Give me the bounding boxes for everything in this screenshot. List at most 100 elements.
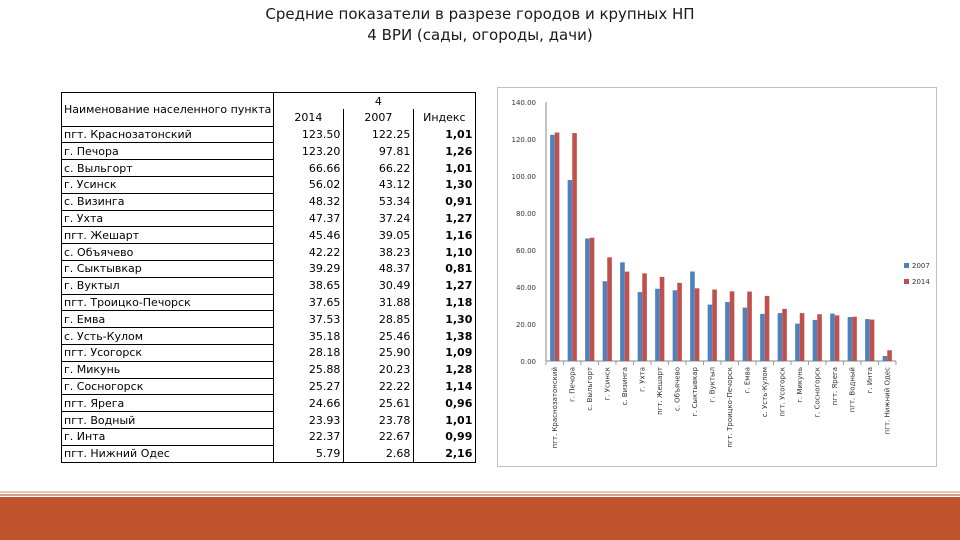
x-tick-label: г. Усинск [603,367,611,400]
bar-2014 [554,132,560,361]
bar-2007 [847,317,853,361]
table-row: г. Сосногорск 25.27 22.22 1,14 [60,377,477,396]
x-tick-label: с. Выльгорт [586,367,594,411]
x-tick-label: г. Вуктыл [708,367,716,402]
cell-index: 1,09 [413,344,477,362]
cell-2007: 28.85 [343,310,415,328]
bar-2014 [747,291,752,361]
legend-swatch-2014 [904,279,909,284]
cell-index: 1,26 [413,142,477,160]
cell-index: 0,91 [413,193,477,211]
cell-2014: 24.66 [273,394,345,412]
cell-name: пгт. Нижний Одес [60,444,275,463]
x-tick-label: с. Объячево [673,367,681,411]
bar-2014 [589,237,595,361]
cell-2007: 2.68 [343,445,415,463]
cell-2007: 20.23 [343,361,415,379]
cell-index: 1,16 [413,226,477,244]
bar-2014 [764,295,770,361]
legend-label-2014: 2014 [912,278,930,286]
cell-index: 0,99 [413,428,477,446]
table-row: пгт. Усогорск 28.18 25.90 1,09 [60,343,477,362]
bar-2007 [637,292,643,361]
cell-2007: 22.22 [343,378,415,395]
table-row: пгт. Троицко-Печорск 37.65 31.88 1,18 [60,293,477,312]
cell-name: с. Объячево [60,243,275,261]
bar-2007 [830,313,835,361]
x-tick-label: пгт. Жешарт [656,367,664,415]
bar-2014 [799,313,805,361]
x-tick-label: пгт. Водный [848,367,856,412]
y-tick-label: 40.00 [516,284,536,292]
header-group: 4 [343,92,414,110]
cell-2007: 39.05 [343,226,415,244]
cell-name: г. Сыктывкар [60,259,275,278]
title-line-2: 4 ВРИ (сады, огороды, дачи) [367,26,593,44]
cell-2007: 122.25 [343,126,415,143]
x-tick-label: г. Инта [866,367,874,393]
cell-2014: 35.18 [273,327,345,345]
cell-index: 1,01 [413,159,477,177]
bar-2014 [852,316,857,361]
bar-2014 [694,288,700,361]
bar-2007 [672,290,678,361]
cell-2014: 123.50 [273,126,345,143]
table-row: пгт. Водный 23.93 23.78 1,01 [60,411,477,429]
cell-2014: 5.79 [273,445,345,463]
cell-index: 1,01 [413,411,477,429]
bar-2007 [707,304,713,361]
x-tick-label: г. Сыктывкар [691,366,699,416]
table-row: пгт. Краснозатонский 123.50 122.25 1,01 [60,125,477,144]
x-tick-label: пгт. Краснозатонский [551,367,559,448]
cell-name: с. Визинга [60,192,275,211]
y-tick-label: 140.00 [512,99,537,107]
bar-2014 [624,271,630,361]
data-table: Наименование населенного пункта 4 2014 2… [60,92,477,463]
cell-name: пгт. Водный [60,411,275,429]
bar-2007 [725,302,730,361]
title-line-1: Средние показатели в разрезе городов и к… [265,5,695,23]
cell-2014: 48.32 [273,193,345,211]
x-tick-label: г. Микунь [796,367,804,403]
bar-2014 [607,257,612,361]
bar-2007 [882,356,888,361]
table-header-row-1: Наименование населенного пункта 4 [60,92,477,127]
header-2014: 2014 [273,109,345,127]
bar-chart: 0.00 20.00 40.00 60.00 80.00 100.00 120.00 140.… [512,99,931,448]
cell-name: пгт. Ярега [60,394,275,413]
y-tick-label: 0.00 [520,358,536,366]
cell-2007: 53.34 [343,193,415,211]
table-row: с. Усть-Кулом 35.18 25.46 1,38 [60,327,477,345]
footer-band [0,497,960,540]
x-tick-label: г. Печора [568,367,576,402]
table-row: г. Инта 22.37 22.67 0,99 [60,427,477,446]
cell-name: г. Емва [60,310,275,329]
table-row: с. Визинга 48.32 53.34 0,91 [60,192,477,211]
cell-2007: 38.23 [343,243,415,261]
x-tick-label: пгт. Нижний Одес [883,367,891,434]
cell-2014: 39.29 [273,260,345,278]
cell-index: 1,10 [413,243,477,261]
slide-title: Средние показатели в разрезе городов и к… [180,4,780,46]
x-tick-label: г. Ухта [638,367,646,392]
table-row: пгт. Жешарт 45.46 39.05 1,16 [60,226,477,245]
cell-2007: 31.88 [343,294,415,311]
cell-index: 1,38 [413,327,477,345]
bar-2014 [642,273,647,361]
footer-accent-line-light [0,491,960,493]
cell-2014: 23.93 [273,411,345,429]
cell-2007: 30.49 [343,277,415,295]
cell-name: пгт. Жешарт [60,226,275,245]
bar-2007 [795,323,800,361]
bar-2007 [620,262,625,361]
y-tick-label: 80.00 [516,210,536,218]
table-row: г. Ухта 47.37 37.24 1,27 [60,209,477,228]
table-row: г. Усинск 56.02 43.12 1,30 [60,175,477,194]
cell-name: г. Ухта [60,209,275,228]
cell-2007: 25.61 [343,394,415,412]
cell-2007: 66.22 [343,159,415,177]
bar-2007 [690,271,695,361]
bar-2014 [659,276,665,361]
cell-index: 1,27 [413,210,477,227]
cell-2014: 123.20 [273,142,345,160]
